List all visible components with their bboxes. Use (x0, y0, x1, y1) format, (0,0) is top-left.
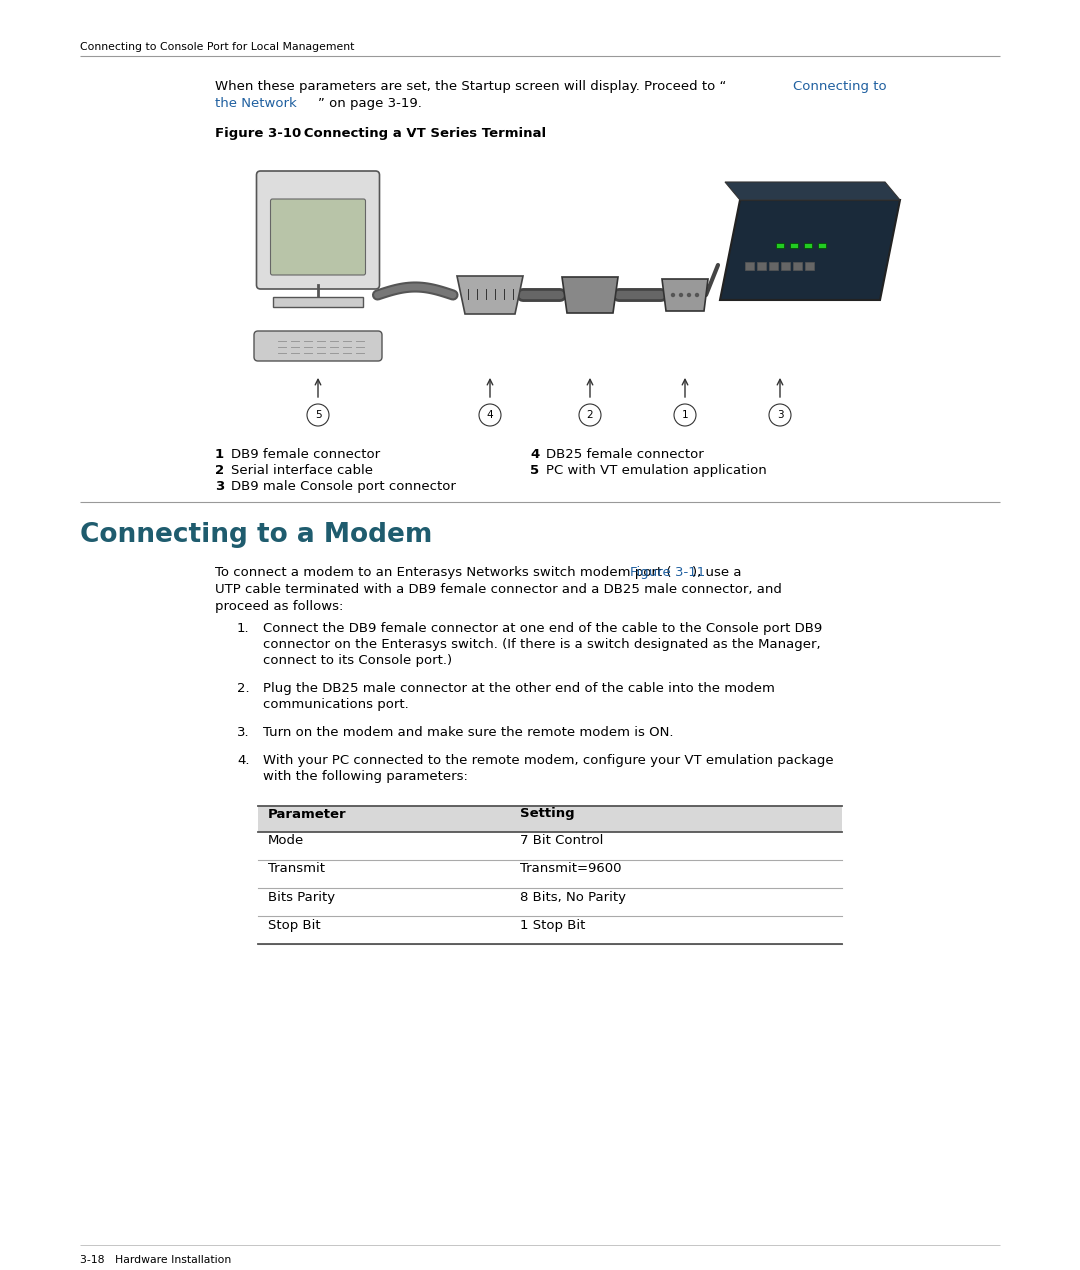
Circle shape (679, 293, 683, 296)
Text: Figure 3-11: Figure 3-11 (630, 566, 705, 579)
Polygon shape (662, 279, 708, 311)
Text: Serial interface cable: Serial interface cable (231, 464, 373, 478)
Text: 3: 3 (777, 410, 783, 420)
Text: 3: 3 (215, 480, 225, 493)
Text: PC with VT emulation application: PC with VT emulation application (546, 464, 767, 478)
Text: 1: 1 (681, 410, 688, 420)
Text: 1 Stop Bit: 1 Stop Bit (519, 918, 585, 931)
Text: DB9 male Console port connector: DB9 male Console port connector (231, 480, 456, 493)
Text: Stop Bit: Stop Bit (268, 918, 321, 931)
Circle shape (672, 293, 675, 296)
Text: 5: 5 (314, 410, 322, 420)
Text: Connecting to Console Port for Local Management: Connecting to Console Port for Local Man… (80, 42, 354, 52)
Text: Turn on the modem and make sure the remote modem is ON.: Turn on the modem and make sure the remo… (264, 726, 674, 739)
Text: Connecting to: Connecting to (793, 80, 887, 93)
Text: Transmit: Transmit (268, 862, 325, 875)
Text: connector on the Enterasys switch. (If there is a switch designated as the Manag: connector on the Enterasys switch. (If t… (264, 638, 821, 652)
Text: 8 Bits, No Parity: 8 Bits, No Parity (519, 890, 626, 903)
Circle shape (769, 404, 791, 425)
Text: ), use a: ), use a (692, 566, 742, 579)
Bar (273, 297, 363, 307)
Bar (258, 806, 842, 832)
Bar (757, 262, 766, 271)
Text: Bits Parity: Bits Parity (268, 890, 335, 903)
Text: 7 Bit Control: 7 Bit Control (519, 834, 604, 847)
Text: 2.: 2. (237, 682, 249, 695)
Text: Connecting a VT Series Terminal: Connecting a VT Series Terminal (291, 127, 546, 140)
Polygon shape (457, 276, 523, 314)
Text: Connect the DB9 female connector at one end of the cable to the Console port DB9: Connect the DB9 female connector at one … (264, 622, 822, 635)
Text: 3.: 3. (237, 726, 249, 739)
Text: 1.: 1. (237, 622, 249, 635)
Bar (789, 243, 798, 248)
Circle shape (696, 293, 699, 296)
Text: 4: 4 (530, 448, 539, 461)
Text: Transmit=9600: Transmit=9600 (519, 862, 621, 875)
Circle shape (674, 404, 696, 425)
Text: 5: 5 (530, 464, 539, 478)
Circle shape (579, 404, 600, 425)
Text: 1: 1 (215, 448, 225, 461)
Text: 4.: 4. (237, 754, 249, 767)
Bar (805, 262, 814, 271)
Text: connect to its Console port.): connect to its Console port.) (264, 654, 453, 667)
Text: To connect a modem to an Enterasys Networks switch modem port (: To connect a modem to an Enterasys Netwo… (215, 566, 672, 579)
Text: Mode: Mode (268, 834, 305, 847)
Circle shape (688, 293, 690, 296)
Text: 3-18   Hardware Installation: 3-18 Hardware Installation (80, 1255, 231, 1265)
Polygon shape (562, 277, 618, 312)
Text: 2: 2 (215, 464, 225, 478)
Text: the Network: the Network (215, 97, 297, 110)
Bar (745, 262, 754, 271)
Text: UTP cable terminated with a DB9 female connector and a DB25 male connector, and: UTP cable terminated with a DB9 female c… (215, 583, 782, 596)
Bar (777, 243, 784, 248)
Text: 2: 2 (586, 410, 593, 420)
Text: Setting: Setting (519, 808, 575, 820)
Text: with the following parameters:: with the following parameters: (264, 770, 468, 784)
Text: DB25 female connector: DB25 female connector (546, 448, 704, 461)
Bar (818, 243, 826, 248)
Text: ” on page 3-19.: ” on page 3-19. (318, 97, 422, 110)
Bar (769, 262, 778, 271)
FancyBboxPatch shape (257, 171, 379, 290)
Polygon shape (720, 199, 900, 300)
Bar (781, 262, 789, 271)
Text: proceed as follows:: proceed as follows: (215, 599, 343, 613)
Text: With your PC connected to the remote modem, configure your VT emulation package: With your PC connected to the remote mod… (264, 754, 834, 767)
Circle shape (307, 404, 329, 425)
FancyBboxPatch shape (270, 199, 365, 276)
FancyBboxPatch shape (254, 331, 382, 361)
Text: Plug the DB25 male connector at the other end of the cable into the modem: Plug the DB25 male connector at the othe… (264, 682, 774, 695)
Bar (804, 243, 812, 248)
Text: 4: 4 (487, 410, 494, 420)
Text: Figure 3-10: Figure 3-10 (215, 127, 301, 140)
Circle shape (480, 404, 501, 425)
Text: Parameter: Parameter (268, 808, 347, 820)
Text: Connecting to a Modem: Connecting to a Modem (80, 522, 432, 547)
Bar (793, 262, 802, 271)
Text: DB9 female connector: DB9 female connector (231, 448, 380, 461)
Text: communications port.: communications port. (264, 698, 408, 711)
Polygon shape (725, 182, 900, 199)
Text: When these parameters are set, the Startup screen will display. Proceed to “: When these parameters are set, the Start… (215, 80, 727, 93)
